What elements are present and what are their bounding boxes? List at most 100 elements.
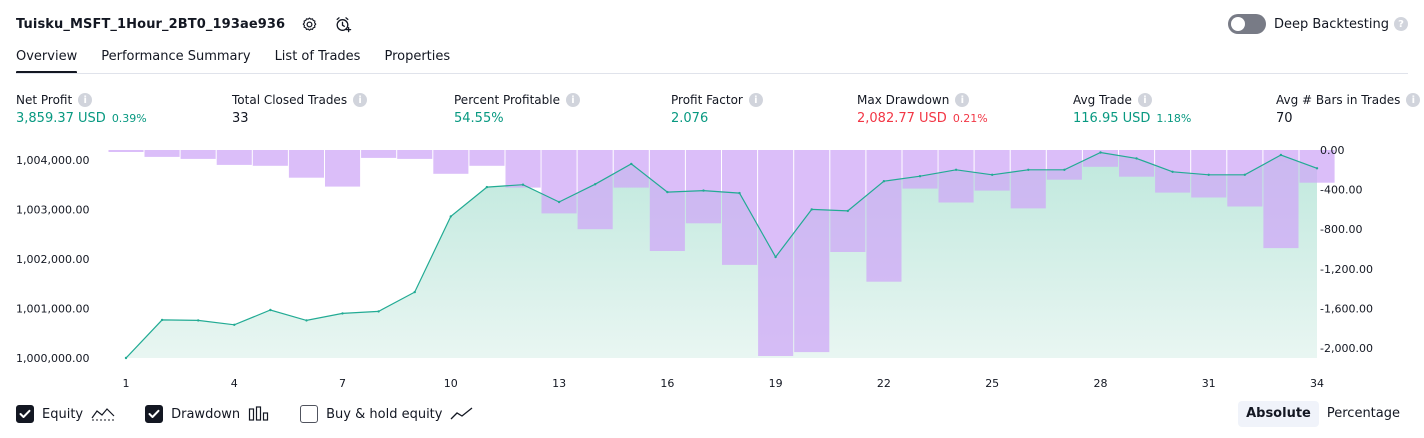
gear-icon[interactable] [299, 14, 319, 34]
help-icon[interactable]: i [1137, 93, 1152, 107]
tab-divider [16, 73, 1408, 74]
legend-label: Buy & hold equity [326, 406, 443, 422]
legend-equity[interactable]: Equity [16, 405, 115, 423]
metric-label: Total Closed Trades [232, 93, 348, 107]
equity-point [1027, 168, 1030, 171]
help-icon[interactable]: i [78, 93, 93, 107]
drawdown-bar [541, 150, 577, 214]
buy-hold-checkbox[interactable] [300, 405, 319, 423]
x-axis-tick-label: 25 [985, 377, 999, 390]
drawdown-bar [361, 150, 397, 158]
metric-value: 2.076 [671, 111, 709, 126]
equity-point [485, 185, 489, 189]
equity-point [1207, 173, 1210, 176]
right-axis-tick-label: 0.00 [1320, 144, 1345, 157]
left-axis-tick-label: 1,002,000.00 [16, 253, 89, 266]
deep-backtesting-toggle[interactable] [1227, 14, 1266, 34]
metric-avg-bars-in-trades: Avg # Bars in Trades i 70 [1276, 93, 1421, 126]
help-icon[interactable]: i [1406, 93, 1421, 107]
metric-avg-trade: Avg Trade i 116.95 USD 1.18% [1073, 93, 1191, 126]
metric-label: Percent Profitable [454, 93, 560, 107]
drawdown-bar [288, 150, 324, 178]
equity-point [449, 215, 452, 218]
left-axis-tick-label: 1,001,000.00 [16, 303, 89, 316]
equity-point [1099, 151, 1102, 154]
metric-percent-profitable: Percent Profitable i 54.55% [454, 93, 580, 126]
equity-point [810, 208, 813, 211]
drawdown-bar [722, 150, 758, 265]
drawdown-bar [685, 150, 721, 224]
metric-percent: 0.39% [111, 112, 147, 125]
drawdown-bar [108, 150, 144, 152]
x-axis-tick-label: 13 [552, 377, 566, 390]
equity-point [954, 168, 958, 171]
strategy-header: Tuisku_MSFT_1Hour_2BT0_193ae936 [16, 12, 353, 36]
x-axis-tick-label: 4 [231, 377, 238, 390]
equity-point [341, 312, 344, 315]
x-axis-tick-label: 31 [1202, 377, 1216, 390]
equity-line-icon [91, 406, 115, 422]
drawdown-bar [577, 150, 613, 230]
drawdown-bar [433, 150, 469, 174]
chart-legend: Equity Drawdown Buy & hold equity [16, 403, 504, 425]
drawdown-bar [1263, 150, 1299, 249]
help-icon[interactable]: ? [1394, 17, 1408, 31]
drawdown-bar [1227, 150, 1263, 207]
help-icon[interactable]: i [955, 93, 970, 107]
tab-list-of-trades[interactable]: List of Trades [274, 49, 361, 64]
tab-overview[interactable]: Overview [16, 44, 78, 74]
metric-label: Max Drawdown [857, 93, 950, 107]
equity-point [1171, 170, 1174, 173]
metric-net-profit: Net Profit i 3,859.37 USD 0.39% [16, 93, 147, 126]
drawdown-bar [325, 150, 361, 187]
toggle-knob [1230, 17, 1245, 31]
drawdown-bar [794, 150, 830, 353]
drawdown-bars-icon [248, 406, 270, 422]
right-axis-tick-label: -800.00 [1320, 223, 1362, 236]
drawdown-bar [758, 150, 794, 356]
x-axis-tick-label: 34 [1310, 377, 1324, 390]
metric-label: Avg # Bars in Trades [1276, 93, 1401, 107]
equity-point [1243, 173, 1247, 176]
help-icon[interactable]: i [565, 93, 580, 107]
equity-point [557, 200, 561, 204]
equity-point [774, 255, 777, 259]
x-axis-tick-label: 7 [339, 377, 346, 390]
alarm-clock-plus-icon[interactable] [333, 14, 353, 34]
drawdown-bar [469, 150, 505, 166]
right-axis-tick-label: -2,000.00 [1320, 342, 1373, 355]
equity-point [594, 183, 597, 186]
absolute-button[interactable]: Absolute [1238, 401, 1319, 427]
drawdown-bar [649, 150, 685, 251]
drawdown-bar [938, 150, 974, 203]
help-icon[interactable]: i [353, 93, 368, 107]
equity-line [125, 151, 1318, 359]
legend-label: Drawdown [171, 406, 241, 422]
metric-value: 54.55% [454, 111, 504, 126]
metric-label: Net Profit [16, 93, 73, 107]
scale-mode-switch: Absolute Percentage [1238, 401, 1408, 427]
equity-point [1063, 168, 1066, 171]
help-icon[interactable]: i [748, 93, 763, 107]
legend-drawdown[interactable]: Drawdown [145, 405, 270, 423]
equity-point [630, 162, 633, 166]
legend-buy-hold-equity[interactable]: Buy & hold equity [300, 405, 474, 423]
metric-value: 33 [232, 111, 249, 126]
legend-label: Equity [42, 406, 84, 422]
metric-label: Avg Trade [1073, 93, 1132, 107]
drawdown-checkbox[interactable] [145, 405, 164, 423]
equity-checkbox[interactable] [16, 405, 34, 423]
drawdown-bar [1010, 150, 1046, 209]
equity-point [233, 323, 236, 326]
x-axis-tick-label: 22 [877, 377, 891, 390]
equity-point [738, 191, 741, 195]
x-axis-tick-label: 19 [769, 377, 783, 390]
tab-properties[interactable]: Properties [384, 49, 451, 64]
tab-performance-summary[interactable]: Performance Summary [101, 49, 251, 64]
buy-hold-line-icon [450, 406, 474, 422]
percentage-button[interactable]: Percentage [1326, 406, 1400, 421]
equity-drawdown-chart[interactable]: 1,000,000.00 1,001,000.00 1,002,000.00 1,00… [0, 140, 1424, 396]
equity-point [666, 190, 669, 194]
equity-point [413, 290, 416, 294]
right-axis-tick-label: -400.00 [1320, 184, 1362, 197]
